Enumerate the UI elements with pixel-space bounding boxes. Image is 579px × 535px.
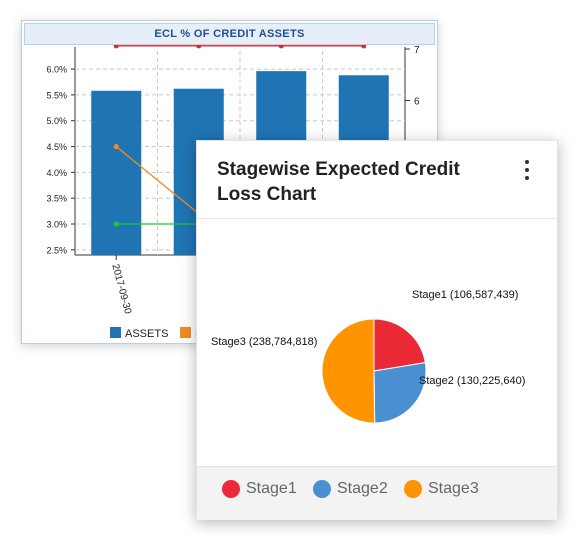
menu-dot: [525, 176, 529, 180]
pie-label-stage2: Stage2 (130,225,640): [419, 375, 525, 387]
menu-dot: [525, 160, 529, 164]
y-tick-label: 5.0%: [46, 116, 67, 126]
pie-slice-stage2: [373, 362, 427, 424]
legend-label: Stage1: [246, 480, 297, 497]
legend-swatch-1: [110, 327, 121, 338]
pie-slice-stage3: [321, 318, 376, 424]
y-tick-label: 6.0%: [46, 65, 67, 75]
legend-swatch: [404, 480, 422, 498]
card-divider: [197, 218, 557, 219]
x-tick-label: 2017-09-30: [109, 263, 133, 316]
legend-swatch-2: [180, 327, 191, 338]
pie-slice-stage1: [373, 318, 426, 372]
legend-item-stage3[interactable]: Stage3: [404, 480, 479, 498]
stagewise-pie-chart: Stage1 (106,587,439) Stage2 (130,225,640)…: [211, 289, 525, 424]
y-tick-label: 3.0%: [46, 220, 67, 230]
legend-swatch: [313, 480, 331, 498]
line-series-1: [115, 146, 200, 215]
y-tick-label: 3.5%: [46, 194, 67, 204]
kebab-menu-icon[interactable]: [523, 160, 531, 180]
pie-label-stage1: Stage1 (106,587,439): [412, 289, 518, 301]
line-point: [113, 143, 119, 150]
pie-legend: Stage1 Stage2 Stage3: [197, 466, 557, 520]
stagewise-chart-card: Stagewise Expected Credit Loss Chart Sta…: [196, 140, 558, 520]
y-tick-label: 4.0%: [46, 168, 67, 178]
y-tick-label: 5.5%: [46, 90, 67, 100]
legend-label: Stage3: [428, 480, 479, 497]
legend-label-1: ASSETS: [125, 328, 168, 340]
menu-dot: [525, 168, 529, 172]
y2-tick-label: 6: [414, 97, 420, 108]
pie-label-stage3: Stage3 (238,784,818): [211, 336, 317, 348]
stagewise-chart-title: Stagewise Expected Credit Loss Chart: [217, 159, 460, 205]
y2-tick-label: 7: [414, 45, 420, 56]
legend-item-stage1[interactable]: Stage1: [222, 480, 297, 498]
bar-1: [91, 90, 142, 255]
legend-label: Stage2: [337, 480, 388, 497]
legend-swatch: [222, 480, 240, 498]
y-tick-label: 2.5%: [46, 245, 67, 255]
ecl-chart-title: ECL % OF CREDIT ASSETS: [24, 23, 435, 45]
line-point: [113, 221, 119, 227]
y-tick-label: 4.5%: [46, 142, 67, 152]
legend-item-stage2[interactable]: Stage2: [313, 480, 388, 498]
